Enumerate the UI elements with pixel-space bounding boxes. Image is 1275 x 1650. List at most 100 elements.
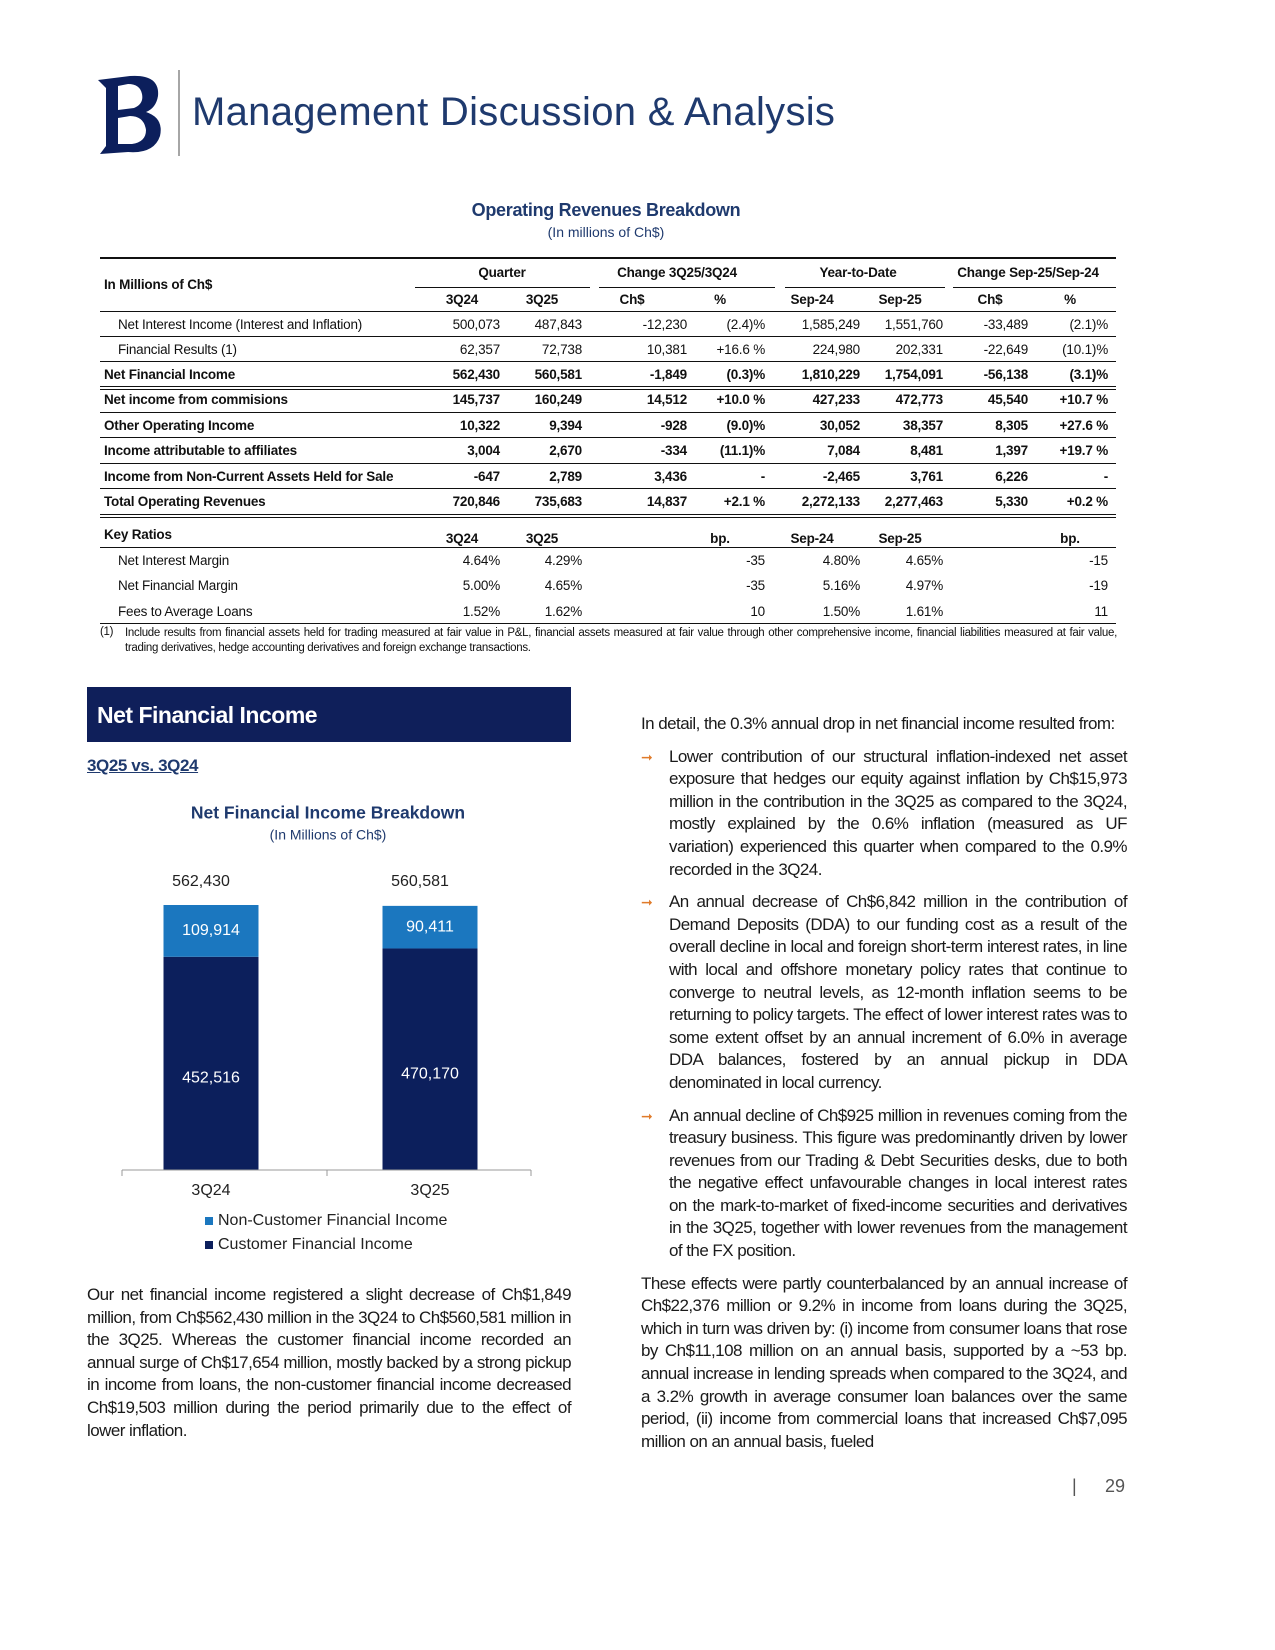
bar-segment [382, 905, 478, 949]
rule [100, 623, 1116, 624]
cell: 1,754,091 [884, 367, 943, 382]
cell: 14,837 [646, 494, 687, 509]
ratio-cell: 11 [1094, 604, 1108, 619]
cell: 8,305 [995, 418, 1028, 433]
section-subtitle: 3Q25 vs. 3Q24 [87, 756, 199, 775]
cell: 1,551,760 [884, 317, 943, 332]
bar-segment [382, 948, 478, 1170]
group-header: Change Sep-25/Sep-24 [957, 265, 1099, 280]
bullet: ➞ An annual decrease of Ch$6,842 million … [641, 891, 1128, 1094]
cell: 9,394 [549, 418, 582, 433]
rule [100, 488, 1116, 489]
bullet-list: ➞ Lower contribution of our structural in… [641, 746, 1128, 1263]
cell: (2.4)% [726, 317, 765, 332]
bullet-text: Lower contribution of our structural inf… [669, 746, 1128, 879]
page-number: 29 [1105, 1476, 1126, 1496]
rule [100, 389, 1116, 390]
rule [100, 514, 1116, 515]
ratio-cell: -15 [1089, 553, 1108, 568]
cell: -56,138 [983, 367, 1029, 382]
group-rule [953, 287, 1116, 288]
rule [100, 412, 1116, 413]
cell: 2,670 [549, 443, 582, 458]
table-title: Operating Revenues Breakdown [471, 200, 741, 220]
bullet-text: An annual decline of Ch$925 million in r… [669, 1105, 1128, 1261]
bullet-text: An annual decrease of Ch$6,842 million i… [669, 892, 1128, 1092]
closing-paragraph: These effects were partly counterbalance… [641, 1273, 1128, 1451]
ratio-cell: 1.61% [905, 604, 943, 619]
ratio-cell: -19 [1089, 578, 1108, 593]
cell: 5,330 [995, 494, 1028, 509]
right-column: In detail, the 0.3% annual drop in net f… [641, 713, 1128, 1453]
column-header: 3Q25 [525, 292, 559, 307]
cell: 7,084 [827, 443, 860, 458]
ratio-cell: 10 [750, 604, 765, 619]
ratio-cell: 1.52% [462, 604, 500, 619]
cell: 14,512 [646, 392, 687, 407]
column-header: % [714, 292, 726, 307]
section-title: Net Financial Income [97, 702, 318, 728]
cell: -1,849 [649, 367, 687, 382]
rule [100, 361, 1116, 362]
bullet: ➞ Lower contribution of our structural in… [641, 746, 1128, 882]
category-label: 3Q24 [191, 1182, 230, 1199]
cell: 500,073 [452, 317, 501, 332]
rule [100, 463, 1116, 464]
row-label: Other Operating Income [104, 418, 255, 433]
column-header: 3Q24 [445, 292, 479, 307]
cell: 1,585,249 [801, 317, 860, 332]
cell: 38,357 [902, 418, 943, 433]
group-header: Quarter [478, 265, 526, 280]
rule [100, 257, 1116, 259]
rule [100, 386, 1116, 387]
left-paragraph: Our net financial income registered a sl… [87, 1285, 572, 1440]
ratios-column: bp. [710, 531, 730, 546]
page-title: Management Discussion & Analysis [192, 90, 836, 134]
ratio-cell: -35 [746, 578, 765, 593]
cell: +10.0 % [716, 392, 765, 407]
cell: +27.6 % [1059, 418, 1108, 433]
cell: - [760, 469, 765, 484]
value-label: 470,170 [401, 1065, 459, 1082]
rule [100, 517, 1116, 518]
cell: (2.1)% [1069, 317, 1108, 332]
rule [100, 547, 1116, 548]
column-header: Ch$ [619, 292, 645, 307]
cell: 160,249 [534, 392, 583, 407]
cell: 472,773 [895, 392, 944, 407]
separator: | [1072, 1476, 1077, 1496]
total-label: 562,430 [172, 873, 230, 890]
ratio-cell: 5.16% [822, 578, 860, 593]
cell: 1,810,229 [801, 367, 860, 382]
cell: 2,789 [549, 469, 582, 484]
rule [100, 311, 1116, 312]
ratios-header: Key Ratios [104, 527, 172, 542]
ratio-cell: 4.65% [544, 578, 582, 593]
ratio-cell: 1.50% [822, 604, 860, 619]
ratio-label: Net Financial Margin [118, 578, 238, 593]
cell: 62,357 [459, 342, 500, 357]
legend-label: Non-Customer Financial Income [218, 1212, 448, 1229]
column-header: Sep-24 [790, 292, 834, 307]
ratios-column: Sep-24 [790, 531, 834, 546]
footnote-marker: (1) [100, 626, 114, 638]
cell: +10.7 % [1059, 392, 1108, 407]
cell: 30,052 [819, 418, 860, 433]
legend-swatch [205, 1217, 213, 1225]
cell: (9.0)% [726, 418, 765, 433]
bar-segment [163, 956, 259, 1170]
cell: +2.1 % [723, 494, 765, 509]
logo [98, 70, 180, 156]
cell: -12,230 [642, 317, 688, 332]
group-header: Year-to-Date [819, 265, 897, 280]
group-header: Change 3Q25/3Q24 [617, 265, 737, 280]
cell: 562,430 [452, 367, 501, 382]
row-label: Net income from commisions [104, 392, 288, 407]
cell: 487,843 [534, 317, 583, 332]
cell: 10,322 [459, 418, 500, 433]
bullet-arrow: ➞ [641, 894, 653, 911]
ratio-cell: 4.97% [905, 578, 943, 593]
ratio-cell: 4.64% [462, 553, 500, 568]
legend-label: Customer Financial Income [218, 1236, 413, 1253]
